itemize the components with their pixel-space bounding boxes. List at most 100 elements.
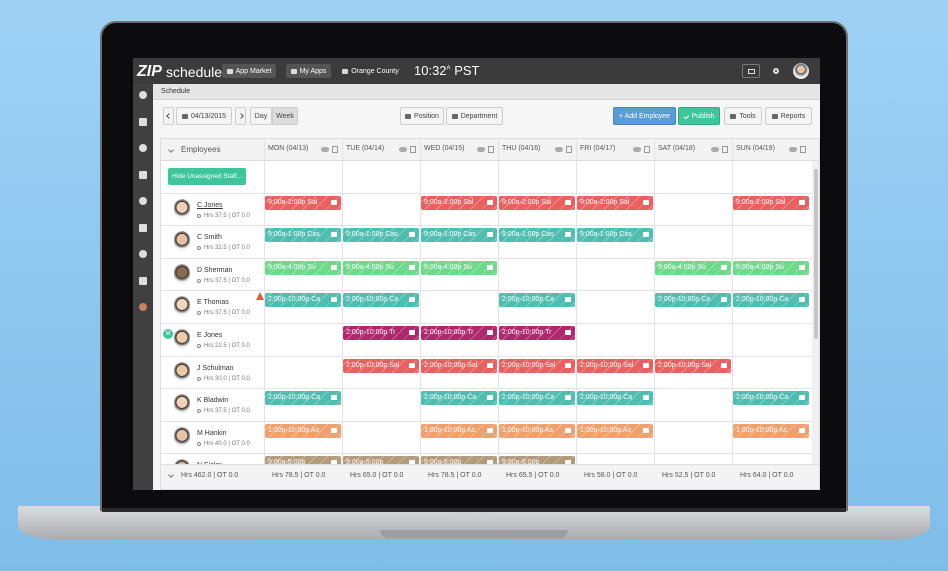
shift-block[interactable]: 2:00p-10:00p Tr <box>343 326 419 340</box>
employee-name[interactable]: C Smith <box>197 234 222 242</box>
employee-name[interactable]: C Jones <box>197 201 223 209</box>
label: Orange County <box>351 67 399 75</box>
shift-block[interactable]: 9:00a-2:00p Sal <box>421 195 497 210</box>
shift-block[interactable]: 9:00a-4:00p Su <box>265 260 341 275</box>
shift-block[interactable]: 2:00p-10:00p Tr <box>421 326 497 340</box>
notes-icon[interactable] <box>488 146 494 153</box>
weather-icon[interactable] <box>555 147 563 152</box>
shift-block[interactable]: 1:00p-10:00p As <box>499 423 575 438</box>
employee-name[interactable]: E Thomas <box>197 299 229 307</box>
shift-block[interactable]: 1:00p-10:00p As <box>577 423 653 438</box>
shift-block[interactable]: 9:00a-4:00p Su <box>733 260 809 275</box>
prev-week[interactable] <box>163 107 174 125</box>
shift-block[interactable]: 9:00a-1:00p Cas <box>499 228 575 243</box>
weather-icon[interactable] <box>477 147 485 152</box>
notes-icon[interactable] <box>722 146 728 153</box>
sidebar-icon[interactable] <box>139 144 147 152</box>
sidebar-icon[interactable] <box>139 91 147 99</box>
employee-avatar <box>174 231 190 252</box>
shift-note-icon <box>799 427 805 433</box>
shift-block[interactable]: 9:00a-1:00p Cas <box>343 228 419 243</box>
sidebar-icon[interactable] <box>139 197 147 205</box>
app-market[interactable]: App Market <box>222 64 276 78</box>
shift-block[interactable]: 9:00a-2:00p Sal <box>265 195 341 210</box>
shift-block[interactable]: 2:00p-10:00p Sal <box>577 358 653 373</box>
messages-button[interactable] <box>742 64 760 78</box>
shift-block[interactable]: 2:00p-10:00p Sal <box>655 358 731 373</box>
hide-unassigned-button[interactable]: Hide Unassigned Staff... <box>168 168 246 185</box>
shift-block[interactable]: 2:00p-10:00p Ca <box>577 391 653 406</box>
shift-block[interactable]: 2:00p-10:00p Ca <box>265 293 341 308</box>
shift-block[interactable]: 1:00p-10:00p As <box>421 423 497 438</box>
time: 10:32 <box>414 63 447 78</box>
shift-block[interactable]: 9:00a-2:00p Sal <box>733 195 809 210</box>
shift-block[interactable]: 2:00p-10:00p Ca <box>499 391 575 406</box>
weather-icon[interactable] <box>711 147 719 152</box>
sidebar-icon[interactable] <box>139 223 147 232</box>
shift-note-icon <box>487 264 493 270</box>
scrollbar-thumb[interactable] <box>814 169 818 339</box>
shift-block[interactable]: 9:00a-2:00p Sal <box>499 195 575 210</box>
week-view[interactable]: Week <box>272 107 298 125</box>
shift-note-icon <box>721 362 727 368</box>
position-filter[interactable]: Position <box>400 107 444 125</box>
notes-icon[interactable] <box>332 146 338 153</box>
location[interactable]: Orange County <box>338 64 403 78</box>
shift-block[interactable]: 9:00a-2:00p Sal <box>577 195 653 210</box>
weather-icon[interactable] <box>321 147 329 152</box>
employee-hours: Hrs 22.5 | OT 0.0 <box>204 343 250 349</box>
settings-button[interactable] <box>773 68 779 74</box>
day-view[interactable]: Day <box>250 107 272 125</box>
my-apps[interactable]: My Apps <box>286 64 331 78</box>
shift-block[interactable]: 9:00a-1:00p Cas <box>265 228 341 243</box>
date-picker[interactable]: 04/13/2015 <box>176 107 232 125</box>
shift-block[interactable]: 2:00p-10:00p Sal <box>499 358 575 373</box>
page-title: Schedule <box>153 84 820 100</box>
shift-block[interactable]: 2:00p-10:00p Ca <box>265 391 341 406</box>
sidebar-icon[interactable] <box>139 170 147 179</box>
add-employee[interactable]: + Add Employee <box>613 107 676 125</box>
shift-block[interactable]: 1:00p-10:00p As <box>733 423 809 438</box>
employee-avatar <box>174 361 190 382</box>
shift-block[interactable]: 2:00p-10:00p Ca <box>499 293 575 308</box>
shift-block[interactable]: 2:00p-10:00p Ca <box>343 293 419 308</box>
weather-icon[interactable] <box>399 147 407 152</box>
sidebar-icon[interactable] <box>139 250 147 258</box>
notes-icon[interactable] <box>800 146 806 153</box>
user-avatar[interactable] <box>793 63 809 79</box>
day-header: WED (04/15) <box>424 145 465 152</box>
sidebar-icon[interactable] <box>139 303 147 311</box>
notes-icon[interactable] <box>566 146 572 153</box>
reports-menu[interactable]: Reports <box>765 107 812 125</box>
employee-name[interactable]: J Schulman <box>197 364 234 372</box>
label: Reports <box>780 112 806 120</box>
shift-block[interactable]: 2:00p-10:00p Ca <box>655 293 731 308</box>
employee-name[interactable]: M Hankin <box>197 429 227 437</box>
weather-icon[interactable] <box>633 147 641 152</box>
sidebar-icon[interactable] <box>139 276 147 285</box>
next-week[interactable] <box>235 107 246 125</box>
shift-block[interactable]: 2:00p-10:00p Tr <box>499 326 575 340</box>
shift-block[interactable]: 9:00a-1:00p Cas <box>421 228 497 243</box>
employee-name[interactable]: E Jones <box>197 332 223 339</box>
shift-block[interactable]: 9:00a-4:00p Su <box>655 260 731 275</box>
shift-block[interactable]: 2:00p-10:00p Sal <box>343 358 419 373</box>
warning-icon <box>256 292 264 301</box>
shift-block[interactable]: 2:00p-10:00p Ca <box>733 293 809 308</box>
shift-block[interactable]: 2:00p-10:00p Sal <box>421 358 497 373</box>
publish[interactable]: Publish <box>678 107 720 125</box>
weather-icon[interactable] <box>789 147 797 152</box>
shift-block[interactable]: 9:00a-1:00p Cas <box>577 228 653 243</box>
shift-block[interactable]: 9:00a-4:00p Su <box>421 260 497 275</box>
department-filter[interactable]: Department <box>446 107 503 125</box>
employee-name[interactable]: D Sherman <box>197 266 233 274</box>
shift-block[interactable]: 1:00p-10:00p As <box>265 423 341 438</box>
notes-icon[interactable] <box>644 146 650 153</box>
sidebar-icon[interactable] <box>139 117 147 126</box>
shift-block[interactable]: 9:00a-4:00p Su <box>343 260 419 275</box>
tools-menu[interactable]: Tools <box>724 107 762 125</box>
notes-icon[interactable] <box>410 146 416 153</box>
employee-name[interactable]: K Bladwin <box>197 397 229 405</box>
shift-block[interactable]: 2:00p-10:00p Ca <box>733 391 809 406</box>
shift-block[interactable]: 2:00p-10:00p Ca <box>421 391 497 406</box>
